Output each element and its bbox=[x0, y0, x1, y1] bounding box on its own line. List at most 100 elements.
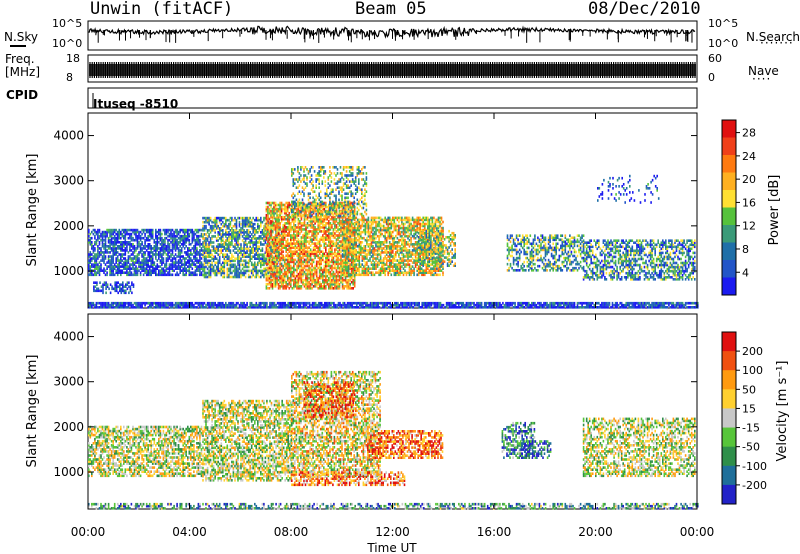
nave-tick-high: 60 bbox=[708, 52, 722, 65]
data-cell bbox=[381, 306, 384, 309]
data-cell bbox=[263, 275, 265, 279]
data-cell bbox=[179, 251, 181, 254]
data-cell bbox=[88, 303, 90, 307]
data-cell bbox=[226, 247, 229, 250]
data-cell bbox=[109, 261, 111, 264]
data-cell bbox=[185, 267, 187, 270]
data-cell bbox=[265, 270, 268, 274]
data-cell bbox=[100, 301, 102, 305]
data-cell bbox=[477, 306, 480, 309]
data-cell bbox=[315, 260, 318, 264]
data-cell bbox=[197, 269, 200, 272]
data-cell bbox=[244, 231, 247, 234]
data-cell bbox=[133, 301, 136, 305]
data-cell bbox=[234, 269, 236, 273]
data-cell bbox=[683, 306, 685, 309]
data-cell bbox=[238, 222, 241, 226]
data-cell bbox=[225, 231, 227, 234]
data-cell bbox=[272, 265, 274, 269]
data-cell bbox=[116, 245, 119, 248]
data-cell bbox=[176, 230, 178, 234]
data-cell bbox=[285, 303, 288, 307]
data-cell bbox=[159, 238, 162, 242]
data-cell bbox=[237, 267, 239, 271]
data-cell bbox=[587, 303, 589, 307]
data-cell bbox=[126, 232, 128, 236]
data-cell bbox=[208, 222, 210, 226]
data-cell bbox=[209, 243, 212, 246]
data-cell bbox=[529, 303, 532, 307]
data-cell bbox=[286, 238, 289, 241]
data-cell bbox=[162, 253, 165, 256]
data-cell bbox=[147, 245, 149, 248]
data-cell bbox=[206, 220, 209, 224]
data-cell bbox=[94, 269, 96, 272]
data-cell bbox=[225, 222, 227, 226]
data-cell bbox=[209, 227, 212, 230]
data-cell bbox=[296, 301, 299, 305]
data-cell bbox=[104, 255, 107, 258]
data-cell bbox=[546, 301, 548, 305]
data-cell bbox=[669, 306, 672, 309]
data-cell bbox=[138, 261, 140, 264]
data-cell bbox=[199, 269, 201, 272]
data-cell bbox=[123, 263, 125, 266]
data-cell bbox=[138, 253, 140, 256]
data-cell bbox=[176, 234, 178, 238]
data-cell bbox=[196, 247, 198, 250]
data-cell bbox=[244, 251, 247, 254]
data-cell bbox=[106, 265, 108, 268]
data-cell bbox=[220, 222, 223, 226]
data-cell bbox=[267, 306, 270, 309]
data-cell bbox=[123, 291, 126, 295]
data-cell bbox=[286, 201, 289, 205]
data-cell bbox=[155, 243, 157, 246]
data-cell bbox=[136, 230, 139, 234]
data-cell bbox=[115, 271, 117, 274]
data-cell bbox=[95, 259, 98, 262]
data-cell bbox=[456, 301, 458, 305]
data-cell bbox=[187, 236, 189, 240]
data-cell bbox=[296, 240, 298, 243]
data-cell bbox=[107, 261, 110, 264]
data-cell bbox=[327, 301, 329, 305]
data-cell bbox=[92, 228, 95, 232]
data-cell bbox=[231, 235, 233, 238]
data-cell bbox=[234, 267, 236, 271]
data-cell bbox=[315, 242, 318, 245]
data-cell bbox=[133, 271, 136, 274]
data-cell bbox=[296, 278, 298, 282]
data-cell bbox=[222, 275, 224, 279]
data-cell bbox=[282, 250, 284, 253]
data-cell bbox=[155, 271, 157, 274]
data-cell bbox=[225, 218, 227, 222]
data-cell bbox=[197, 251, 200, 254]
data-cell bbox=[183, 273, 186, 277]
data-cell bbox=[228, 224, 230, 228]
data-cell bbox=[98, 228, 101, 232]
data-cell bbox=[258, 259, 261, 263]
data-cell bbox=[226, 303, 229, 307]
data-cell bbox=[123, 301, 125, 305]
data-cell bbox=[274, 201, 277, 205]
data-cell bbox=[100, 263, 102, 266]
data-cell bbox=[295, 301, 297, 305]
data-cell bbox=[252, 269, 254, 273]
data-cell bbox=[182, 306, 184, 309]
data-cell bbox=[322, 268, 324, 272]
data-cell bbox=[208, 271, 210, 275]
data-cell bbox=[180, 261, 183, 264]
data-cell bbox=[604, 306, 606, 309]
data-cell bbox=[277, 207, 280, 211]
data-cell bbox=[106, 285, 109, 288]
data-cell bbox=[514, 303, 516, 307]
data-cell bbox=[217, 269, 219, 273]
data-cell bbox=[153, 306, 156, 309]
data-cell bbox=[135, 269, 137, 272]
data-cell bbox=[165, 303, 168, 307]
data-cell bbox=[155, 267, 157, 270]
data-cell bbox=[100, 251, 102, 254]
data-cell bbox=[257, 237, 259, 240]
data-cell bbox=[94, 234, 96, 238]
data-cell bbox=[468, 306, 471, 309]
